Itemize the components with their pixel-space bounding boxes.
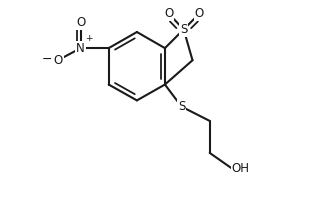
Text: O: O <box>164 7 174 20</box>
Text: S: S <box>178 100 185 113</box>
Text: OH: OH <box>232 162 250 175</box>
Text: O: O <box>76 16 85 29</box>
Text: S: S <box>180 23 187 36</box>
Text: O: O <box>53 54 63 67</box>
Text: +: + <box>86 34 93 43</box>
Text: O: O <box>194 7 204 20</box>
Text: N: N <box>76 42 85 55</box>
Text: −: − <box>42 53 52 66</box>
